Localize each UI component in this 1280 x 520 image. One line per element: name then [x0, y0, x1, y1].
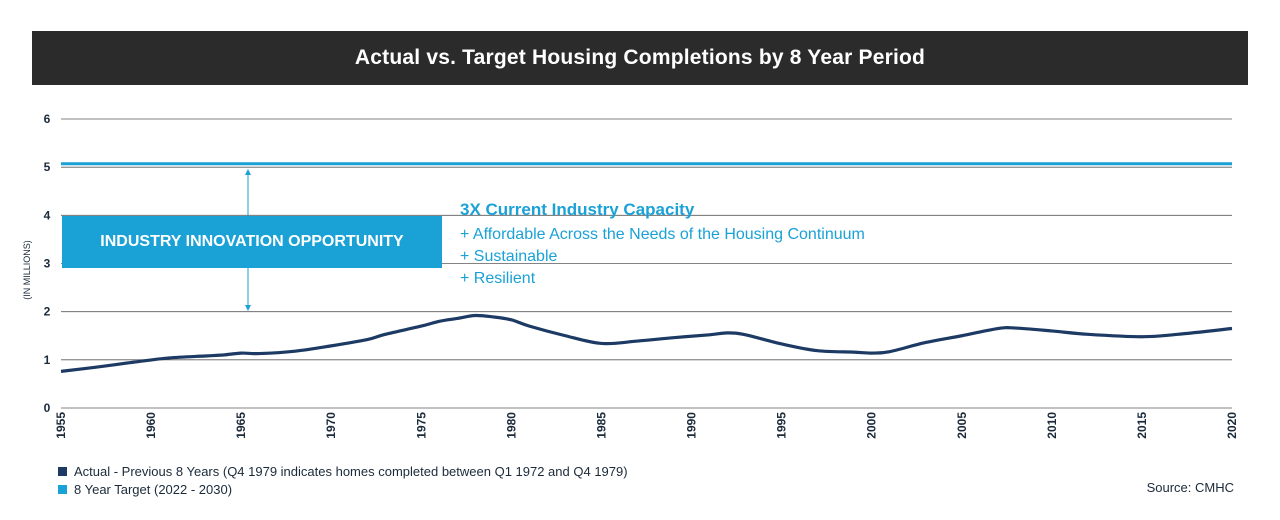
legend-label-actual: Actual - Previous 8 Years (Q4 1979 indic… [74, 463, 628, 479]
legend-label-target: 8 Year Target (2022 - 2030) [74, 481, 233, 497]
x-tick-label: 1995 [775, 412, 789, 439]
legend-swatch-target [58, 484, 67, 494]
capacity-line-resilient: + Resilient [460, 270, 536, 287]
capacity-heading: 3X Current Industry Capacity [460, 200, 695, 219]
y-axis-ticks: 0 1 2 3 4 5 6 [44, 112, 51, 415]
y-tick-label: 6 [44, 112, 51, 126]
series-line-actual [60, 313, 1233, 373]
x-tick-label: 1960 [144, 412, 158, 439]
source-note: Source: CMHC [1146, 480, 1234, 495]
y-tick-label: 4 [44, 208, 51, 222]
legend-swatch-actual [58, 466, 67, 476]
x-tick-label: 1975 [414, 412, 428, 439]
x-tick-label: 1955 [54, 412, 68, 439]
x-tick-label: 1980 [504, 412, 518, 439]
innovation-opportunity-box: INDUSTRY INNOVATION OPPORTUNITY [62, 216, 442, 268]
x-tick-label: 2005 [955, 412, 969, 439]
chart-title: Actual vs. Target Housing Completions by… [32, 31, 1248, 85]
x-tick-label: 2020 [1225, 412, 1239, 439]
x-tick-label: 2010 [1045, 412, 1059, 439]
x-tick-label: 1970 [324, 412, 338, 439]
legend-item-target: 8 Year Target (2022 - 2030) [58, 480, 628, 498]
capacity-annotation: 3X Current Industry Capacity + Affordabl… [460, 200, 865, 290]
y-tick-label: 0 [44, 401, 51, 415]
gridlines [61, 118, 1232, 409]
y-tick-label: 2 [44, 305, 51, 319]
x-axis-ticks: 1955 1960 1965 1970 1975 1980 1985 1990 1995 2000… [54, 412, 1239, 439]
y-axis-label: (IN MILLIONS) [22, 240, 32, 300]
y-tick-label: 1 [44, 353, 51, 367]
legend-item-actual: Actual - Previous 8 Years (Q4 1979 indic… [58, 462, 628, 480]
y-tick-label: 5 [44, 160, 51, 174]
x-tick-label: 1965 [234, 412, 248, 439]
x-tick-label: 1985 [594, 412, 608, 439]
x-tick-label: 1990 [685, 412, 699, 439]
x-tick-label: 2015 [1135, 412, 1149, 439]
y-tick-label: 3 [44, 257, 51, 271]
capacity-line-affordable: + Affordable Across the Needs of the Hou… [460, 226, 865, 243]
legend: Actual - Previous 8 Years (Q4 1979 indic… [58, 462, 628, 498]
x-tick-label: 2000 [865, 412, 879, 439]
capacity-line-sustainable: + Sustainable [460, 248, 558, 265]
